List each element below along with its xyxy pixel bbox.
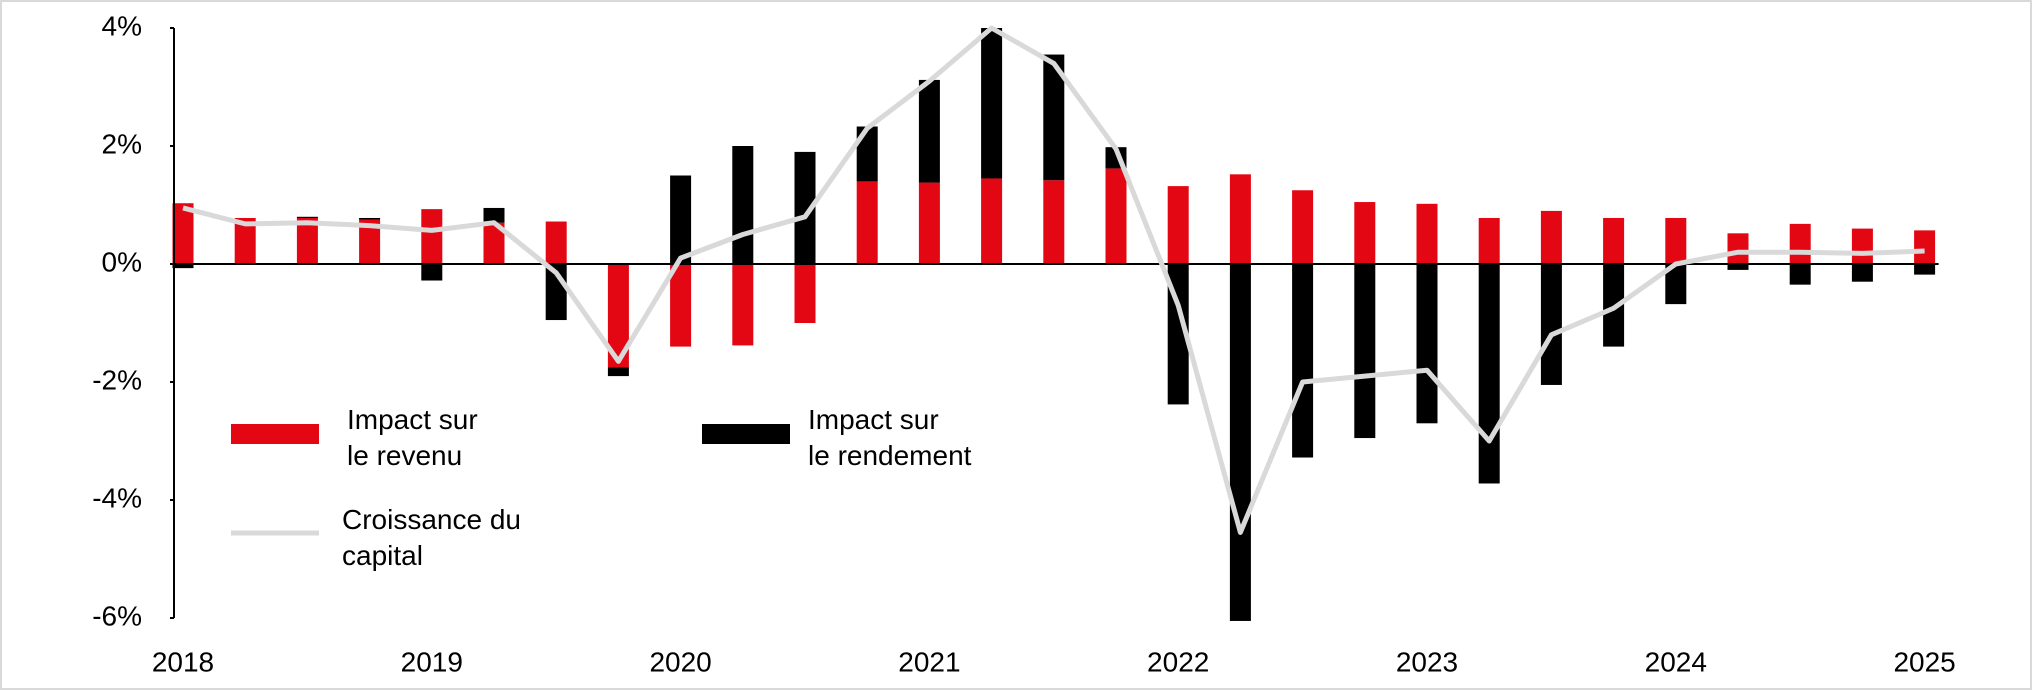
y-tick-label: -2% [92, 364, 142, 395]
bar [794, 151, 816, 264]
bar [670, 264, 692, 347]
bar [1354, 202, 1376, 264]
bar [1354, 264, 1376, 439]
x-tick-label: 2021 [898, 646, 960, 677]
bar [296, 216, 318, 218]
bar [1789, 223, 1811, 264]
bar [1043, 54, 1065, 181]
bar [421, 209, 443, 264]
y-tick-label: 0% [102, 246, 142, 277]
bar [1416, 264, 1438, 424]
bar [732, 146, 754, 264]
bar [607, 367, 629, 377]
y-tick-label: 2% [102, 128, 142, 159]
bar [421, 264, 443, 281]
bar [234, 217, 256, 264]
bar [172, 203, 194, 264]
bar [1540, 210, 1562, 264]
bar [856, 181, 878, 264]
bar [1478, 217, 1500, 264]
bar [981, 28, 1003, 179]
bar [1229, 264, 1251, 621]
bar [1167, 264, 1189, 405]
bar [732, 264, 754, 346]
bar [1292, 190, 1314, 264]
bar [1478, 264, 1500, 484]
x-tick-label: 2023 [1396, 646, 1458, 677]
bar [172, 264, 194, 269]
bar [1043, 180, 1065, 264]
bar [483, 222, 505, 264]
bar [981, 178, 1003, 264]
bar [1851, 228, 1873, 264]
legend-label: Croissance du capital [342, 504, 521, 571]
bar [545, 221, 567, 264]
bar [856, 126, 878, 182]
x-tick-label: 2020 [649, 646, 711, 677]
bar [1416, 203, 1438, 264]
bar [794, 264, 816, 323]
y-tick-label: -6% [92, 600, 142, 631]
bar [359, 219, 381, 264]
bar [1665, 264, 1687, 305]
legend-label: Impact sur le revenu [347, 404, 478, 471]
legend-swatch [231, 424, 319, 444]
line [182, 25, 1925, 535]
bar [918, 79, 940, 183]
bar [1603, 217, 1625, 264]
bar [1851, 264, 1873, 282]
bar [1167, 186, 1189, 264]
x-tick-label: 2025 [1893, 646, 1955, 677]
bar [1727, 233, 1749, 264]
bar [1665, 217, 1687, 264]
x-tick-label: 2022 [1147, 646, 1209, 677]
bar [1292, 264, 1314, 458]
legend-label: Impact sur le rendement [808, 404, 972, 471]
bar [296, 217, 318, 264]
bar [1105, 168, 1127, 264]
x-tick-label: 2018 [152, 646, 214, 677]
y-tick-label: 4% [102, 10, 142, 41]
bar [1789, 264, 1811, 285]
bar [1914, 264, 1936, 275]
bar [607, 264, 629, 368]
bar [1727, 264, 1749, 270]
bar [483, 207, 505, 223]
x-tick-label: 2019 [401, 646, 463, 677]
bar [918, 182, 940, 264]
bar [1229, 174, 1251, 264]
y-tick-label: -4% [92, 482, 142, 513]
bar [359, 217, 381, 220]
legend-swatch [702, 424, 790, 444]
bar [1914, 230, 1936, 264]
bar [1540, 264, 1562, 385]
bar [670, 175, 692, 264]
x-tick-label: 2024 [1645, 646, 1707, 677]
